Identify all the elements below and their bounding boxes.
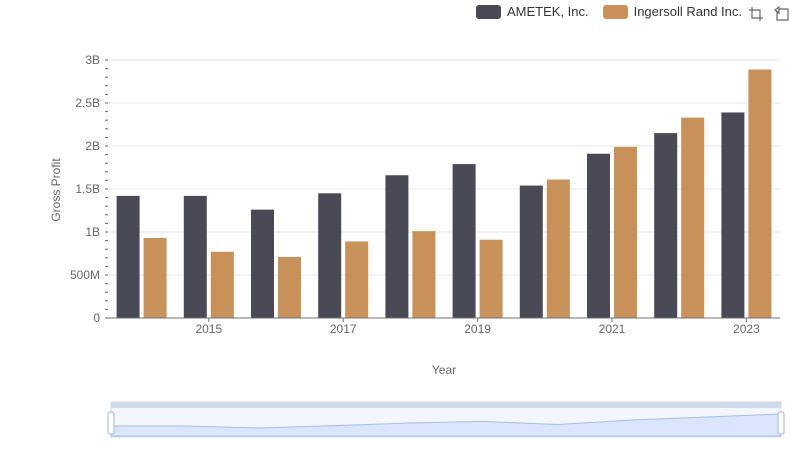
bar-ingersoll-2020[interactable]	[546, 179, 570, 318]
y-axis-label: Gross Profit	[49, 158, 63, 222]
y-tick-label: 1B	[85, 225, 100, 239]
y-tick-label: 2.5B	[75, 96, 100, 110]
x-tick-label: 2019	[464, 322, 491, 336]
legend-swatch-ingersoll	[602, 4, 628, 19]
zoom-handle-right[interactable]	[777, 411, 785, 435]
zoom-handle-left[interactable]	[107, 411, 115, 435]
bar-ametek-2017[interactable]	[318, 193, 342, 318]
bar-ametek-2023[interactable]	[721, 112, 745, 319]
zoom-icon[interactable]	[748, 6, 764, 22]
bar-ametek-2018[interactable]	[385, 175, 409, 318]
bar-ingersoll-2015[interactable]	[210, 251, 234, 318]
y-tick-label: 3B	[85, 53, 100, 67]
bar-ametek-2019[interactable]	[452, 164, 476, 318]
x-tick-label: 2021	[599, 322, 626, 336]
bar-ametek-2021[interactable]	[587, 153, 610, 318]
x-tick-label: 2023	[733, 322, 760, 336]
bar-ingersoll-2014[interactable]	[143, 238, 167, 318]
y-tick-label: 1.5B	[75, 182, 100, 196]
y-tick-label: 0	[93, 311, 100, 325]
bar-ametek-2016[interactable]	[251, 209, 274, 318]
legend-label-ametek: AMETEK, Inc.	[506, 4, 589, 19]
bar-ingersoll-2019[interactable]	[479, 239, 503, 318]
bar-ingersoll-2017[interactable]	[345, 241, 369, 318]
bar-ingersoll-2018[interactable]	[412, 231, 436, 318]
bar-ametek-2022[interactable]	[654, 133, 678, 318]
x-tick-label: 2017	[330, 322, 357, 336]
legend-item-ametek[interactable]: AMETEK, Inc.	[475, 4, 589, 19]
legend-swatch-ametek	[475, 4, 501, 19]
bar-ametek-2015[interactable]	[183, 195, 207, 318]
bars-group	[116, 69, 772, 319]
legend-item-ingersoll[interactable]: Ingersoll Rand Inc.	[602, 4, 742, 19]
bar-ingersoll-2022[interactable]	[681, 117, 705, 319]
y-tick-label: 500M	[70, 268, 100, 282]
y-tick-label: 2B	[85, 139, 100, 153]
axes: 0 500M 1B 1.5B 2B 2.5B 3B 2015 2017 2019 2021 2023	[70, 53, 780, 336]
bar-ametek-2020[interactable]	[519, 185, 543, 318]
bar-ametek-2014[interactable]	[116, 195, 140, 318]
grid-lines	[108, 59, 780, 319]
restore-icon[interactable]	[774, 6, 790, 22]
legend: AMETEK, Inc. Ingersoll Rand Inc.	[475, 4, 742, 19]
bar-ingersoll-2023[interactable]	[748, 69, 772, 319]
x-axis-label: Year	[432, 363, 456, 377]
toolbox	[748, 6, 790, 22]
bar-ingersoll-2016[interactable]	[278, 256, 301, 318]
legend-label-ingersoll: Ingersoll Rand Inc.	[633, 4, 742, 19]
zoom-overview-line	[110, 413, 782, 437]
x-tick-label: 2015	[195, 322, 222, 336]
data-zoom-slider[interactable]	[107, 401, 785, 438]
bar-ingersoll-2021[interactable]	[614, 146, 637, 318]
